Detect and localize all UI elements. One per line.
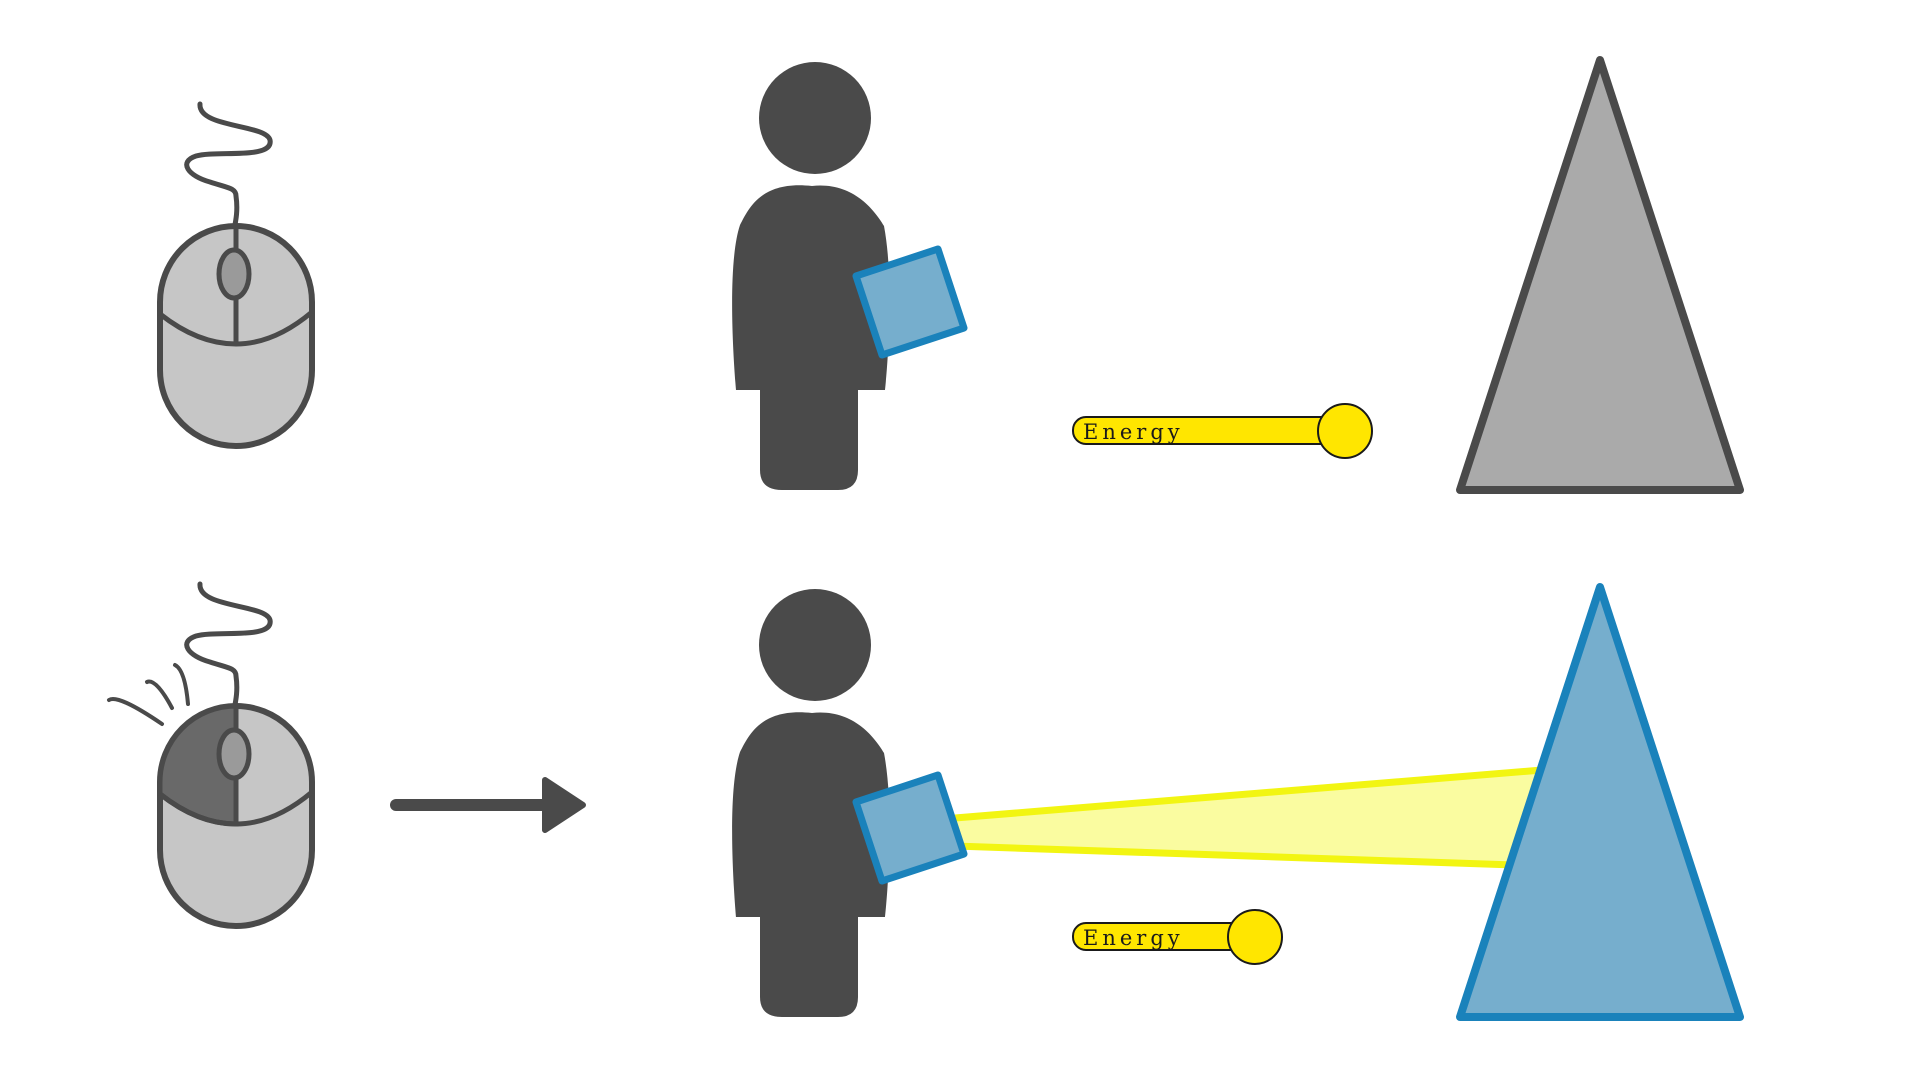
person-head	[759, 589, 871, 701]
mouse-scroll-wheel	[216, 727, 252, 781]
energy-knob	[1227, 909, 1283, 965]
click-motion-lines	[107, 663, 190, 726]
triangle-prism-icon	[1456, 56, 1744, 494]
person-with-tablet-icon	[732, 589, 968, 1017]
mouse-scroll-wheel	[216, 247, 252, 301]
mouse-cable	[184, 101, 273, 233]
computer-mouse-icon	[157, 101, 315, 449]
person-legs	[760, 386, 858, 490]
energy-label: Energy	[1083, 420, 1184, 444]
person-torso	[732, 712, 890, 917]
person-head	[759, 62, 871, 174]
light-beam	[954, 766, 1543, 870]
energy-meter: Energy	[1072, 403, 1373, 459]
energy-label: Energy	[1083, 926, 1184, 950]
mouse-cable	[184, 581, 273, 713]
tablet-icon	[852, 245, 968, 359]
triangle-prism-icon	[1456, 583, 1744, 1021]
computer-mouse-left-click-icon	[107, 581, 315, 929]
person-torso	[732, 185, 890, 390]
tablet-icon	[852, 771, 968, 885]
right-arrow-icon	[390, 777, 586, 833]
person-legs	[760, 913, 858, 1017]
energy-meter: Energy	[1072, 909, 1283, 965]
energy-knob	[1317, 403, 1373, 459]
person-with-tablet-icon	[732, 62, 968, 490]
